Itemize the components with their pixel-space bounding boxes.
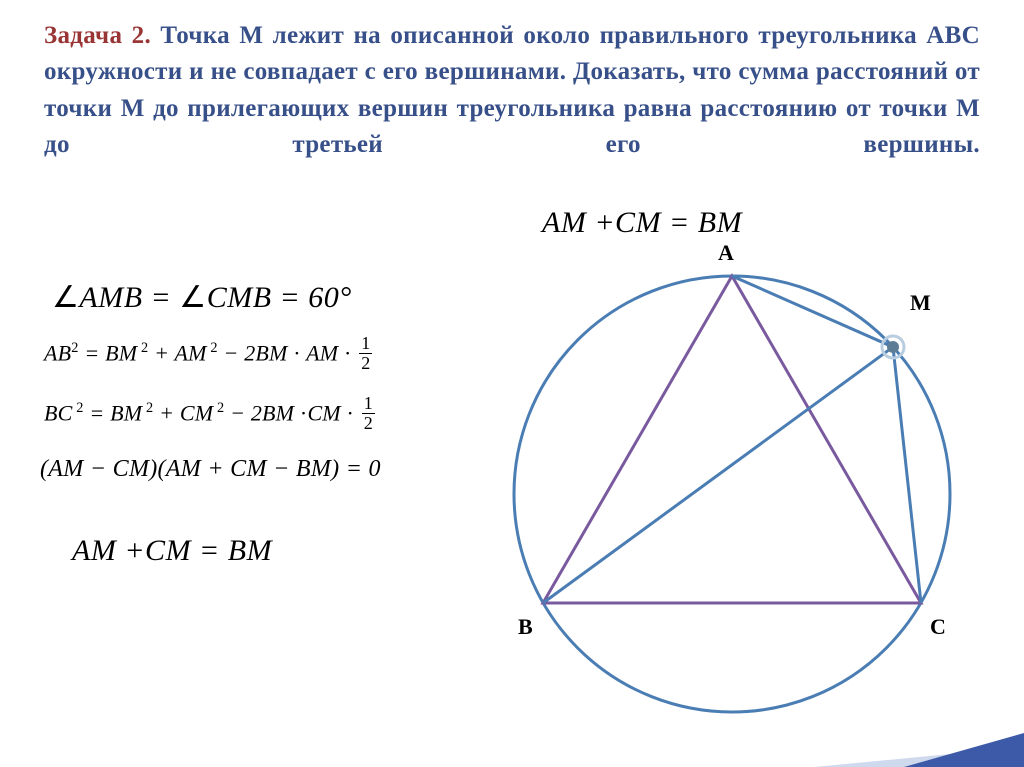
half-den2: 2 bbox=[362, 413, 375, 433]
angle-amb: AMB bbox=[79, 281, 142, 314]
equation-factored: (AM − CM)(AM + CM − BM) = 0 bbox=[40, 456, 381, 483]
half-den: 2 bbox=[359, 353, 372, 373]
chord-mb bbox=[543, 347, 893, 603]
decor-triangle-dark bbox=[904, 733, 1024, 767]
cos1-b2: AM bbox=[306, 340, 338, 365]
point-m bbox=[887, 341, 899, 353]
cos1-b: AM bbox=[174, 340, 206, 365]
problem-statement: Задача 2. Точка M лежит на описанной око… bbox=[44, 18, 980, 163]
angle-icon: ∠ bbox=[179, 281, 206, 314]
equation-claim-top: AM +CM = BM bbox=[542, 206, 742, 240]
equation-claim-bottom: AM +CM = BM bbox=[72, 534, 272, 568]
equation-angles: ∠AMB = ∠CMB = 60° bbox=[52, 280, 352, 315]
cos1-a2: BM bbox=[255, 340, 287, 365]
angle-icon: ∠ bbox=[52, 281, 79, 314]
angle-cmb: CMB bbox=[207, 281, 272, 314]
half-num2: 1 bbox=[362, 394, 375, 413]
vertex-label-m: M bbox=[910, 290, 931, 316]
chord-ma bbox=[732, 276, 893, 347]
cos1-lhs: AB bbox=[44, 340, 71, 365]
problem-text: Точка M лежит на описанной около правиль… bbox=[44, 22, 980, 158]
fraction-half: 1 2 bbox=[362, 394, 375, 433]
vertex-label-c: C bbox=[930, 614, 946, 640]
cos2-b: CM bbox=[180, 400, 213, 425]
fraction-half: 1 2 bbox=[359, 334, 372, 373]
equation-cosine-1: AB2 = BM 2 + AM 2 − 2BM · AM · 1 2 bbox=[44, 336, 372, 375]
half-num: 1 bbox=[359, 334, 372, 353]
diagram-svg bbox=[472, 244, 992, 744]
vertex-label-b: B bbox=[518, 614, 533, 640]
cos2-a: BM bbox=[110, 400, 142, 425]
vertex-label-a: A bbox=[718, 240, 734, 266]
cos1-a: BM bbox=[105, 340, 137, 365]
cos2-lhs: BC bbox=[44, 400, 73, 425]
slide-root: Задача 2. Точка M лежит на описанной око… bbox=[0, 0, 1024, 767]
cos2-a2: BM bbox=[262, 400, 294, 425]
geometry-diagram: A M B C bbox=[472, 244, 992, 744]
triangle-abc bbox=[543, 276, 921, 603]
equation-cosine-2: BC 2 = BM 2 + CM 2 − 2BM ·CM · 1 2 bbox=[44, 396, 375, 435]
problem-label: Задача 2. bbox=[44, 22, 151, 49]
cos2-b2: CM bbox=[307, 400, 340, 425]
